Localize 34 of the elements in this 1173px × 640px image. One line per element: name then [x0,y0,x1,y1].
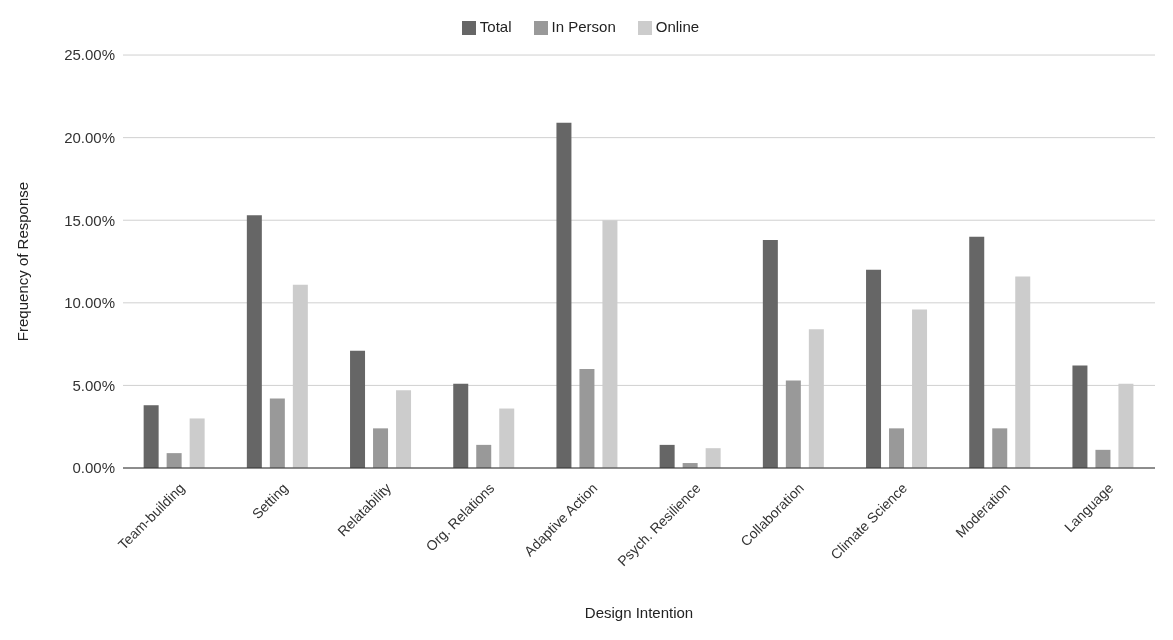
bar [992,428,1008,468]
bar [189,418,205,468]
bar [350,350,366,468]
y-tick-label: 10.00% [64,294,115,312]
bar [476,444,492,468]
bar [246,215,262,468]
y-axis-title: Frequency of Response [14,181,32,342]
bar [1095,449,1111,468]
bar [1072,365,1088,468]
bar [499,408,515,468]
x-axis-title: Design Intention [584,604,694,621]
bar [866,269,882,468]
bar [396,390,412,468]
y-tick-label: 20.00% [64,128,115,146]
bar [659,444,675,468]
legend-label: In Person [551,18,616,35]
bar [705,448,721,468]
bar [166,453,182,468]
bar [269,398,285,468]
bar [453,383,469,468]
y-tick-label: 5.00% [72,376,115,394]
bar [889,428,905,468]
bar [556,122,572,468]
y-tick-label: 15.00% [64,211,115,229]
bar [785,380,801,468]
bar [969,236,985,468]
legend-label: Online [655,18,700,35]
y-tick-label: 25.00% [64,46,115,64]
legend-label: Total [479,18,512,35]
bar [579,368,595,468]
bar [762,240,778,468]
bar [373,428,389,468]
bar [143,405,159,468]
y-tick-label: 0.00% [72,459,115,477]
